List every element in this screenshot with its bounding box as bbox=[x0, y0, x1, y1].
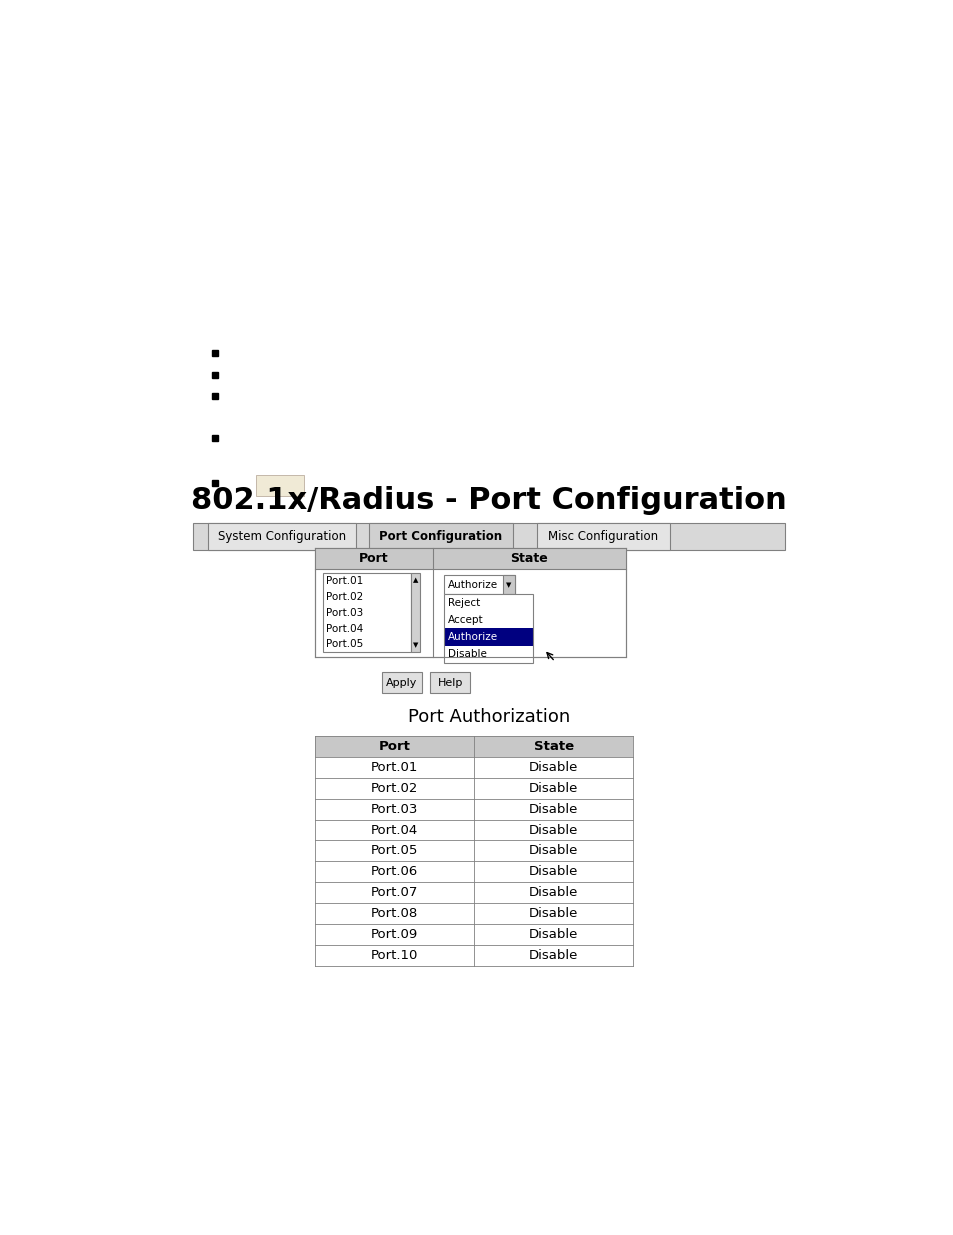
Bar bbox=[314, 862, 633, 882]
Text: Port Configuration: Port Configuration bbox=[379, 530, 502, 542]
Bar bbox=[314, 945, 633, 966]
Text: ▼: ▼ bbox=[506, 582, 511, 588]
Bar bbox=[429, 672, 470, 693]
Text: ▼: ▼ bbox=[413, 642, 417, 648]
Bar bbox=[193, 522, 783, 550]
Text: Reject: Reject bbox=[448, 598, 479, 608]
Bar bbox=[444, 594, 533, 611]
Bar bbox=[314, 736, 633, 757]
Text: Port.05: Port.05 bbox=[326, 640, 363, 650]
Text: Disable: Disable bbox=[528, 948, 578, 962]
Text: Disable: Disable bbox=[528, 929, 578, 941]
Text: Port.10: Port.10 bbox=[371, 948, 418, 962]
Bar bbox=[314, 903, 633, 924]
Bar bbox=[255, 475, 304, 496]
Text: Port.02: Port.02 bbox=[371, 782, 418, 794]
Text: Disable: Disable bbox=[528, 887, 578, 899]
Text: State: State bbox=[510, 552, 548, 564]
Bar bbox=[444, 646, 533, 663]
Text: Port: Port bbox=[378, 740, 410, 753]
Bar bbox=[444, 629, 533, 646]
Text: Misc Configuration: Misc Configuration bbox=[548, 530, 658, 542]
Bar bbox=[322, 573, 411, 652]
Bar bbox=[444, 576, 514, 594]
Text: Disable: Disable bbox=[528, 761, 578, 774]
Text: Port.03: Port.03 bbox=[326, 608, 363, 618]
Text: System Configuration: System Configuration bbox=[217, 530, 346, 542]
Text: Port.01: Port.01 bbox=[371, 761, 418, 774]
Text: Port.07: Port.07 bbox=[371, 887, 418, 899]
Bar bbox=[503, 576, 514, 594]
Text: Disable: Disable bbox=[528, 803, 578, 815]
Bar bbox=[314, 547, 433, 568]
Text: Disable: Disable bbox=[528, 782, 578, 794]
Bar bbox=[314, 882, 633, 903]
Text: Accept: Accept bbox=[448, 615, 483, 625]
Bar bbox=[314, 778, 633, 799]
Text: Disable: Disable bbox=[528, 824, 578, 836]
Bar bbox=[433, 547, 625, 568]
Text: Disable: Disable bbox=[528, 908, 578, 920]
Text: Port.01: Port.01 bbox=[326, 577, 363, 587]
Text: Authorize: Authorize bbox=[448, 632, 497, 642]
Text: Disable: Disable bbox=[448, 650, 486, 659]
Text: Port.09: Port.09 bbox=[371, 929, 417, 941]
Text: Port.04: Port.04 bbox=[326, 624, 363, 634]
Bar bbox=[537, 522, 669, 550]
Text: State: State bbox=[533, 740, 573, 753]
Bar bbox=[411, 573, 419, 652]
Text: Apply: Apply bbox=[386, 678, 417, 688]
Bar bbox=[314, 841, 633, 862]
Bar bbox=[314, 820, 633, 841]
Text: Authorize: Authorize bbox=[448, 579, 497, 589]
Text: Port: Port bbox=[359, 552, 389, 564]
Text: Port Authorization: Port Authorization bbox=[407, 709, 570, 726]
Text: Port.08: Port.08 bbox=[371, 908, 417, 920]
Text: ▲: ▲ bbox=[413, 577, 417, 583]
Text: Port.05: Port.05 bbox=[371, 845, 418, 857]
Bar bbox=[314, 757, 633, 778]
Text: 802.1x/Radius - Port Configuration: 802.1x/Radius - Port Configuration bbox=[191, 487, 786, 515]
Bar bbox=[208, 522, 355, 550]
Text: Disable: Disable bbox=[528, 866, 578, 878]
Text: Port.04: Port.04 bbox=[371, 824, 417, 836]
Bar bbox=[444, 594, 533, 663]
Text: Port.02: Port.02 bbox=[326, 592, 363, 601]
Text: Help: Help bbox=[437, 678, 462, 688]
Text: Disable: Disable bbox=[528, 845, 578, 857]
Bar bbox=[444, 611, 533, 629]
Bar bbox=[369, 522, 513, 550]
Text: Port.06: Port.06 bbox=[371, 866, 417, 878]
Bar bbox=[314, 547, 625, 657]
Text: Port.03: Port.03 bbox=[371, 803, 418, 815]
Bar bbox=[381, 672, 422, 693]
Bar bbox=[314, 799, 633, 820]
Bar bbox=[314, 924, 633, 945]
